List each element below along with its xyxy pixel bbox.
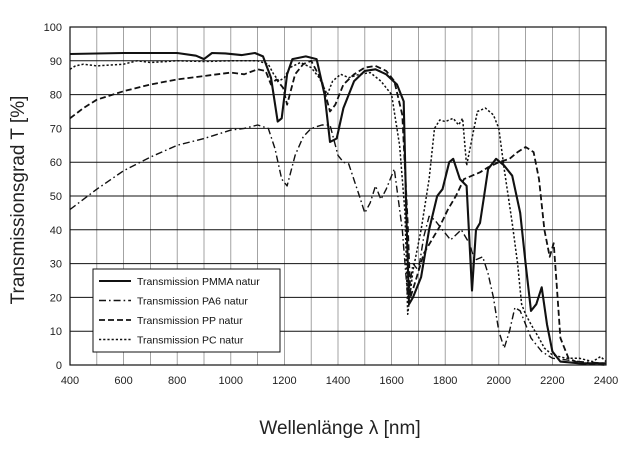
- legend-box: [92, 268, 281, 353]
- y-tick-label: 30: [50, 259, 62, 271]
- series-line-4: [69, 60, 607, 363]
- y-tick-label: 100: [44, 22, 62, 34]
- legend-label: Transmission PA6 natur: [137, 296, 248, 308]
- legend-label: Transmission PC natur: [137, 335, 244, 347]
- x-tick-label: 400: [61, 375, 79, 387]
- x-tick-label: 2000: [487, 375, 511, 387]
- series-line-1: [69, 51, 606, 365]
- y-tick-label: 90: [50, 56, 62, 68]
- x-tick-label: 1800: [433, 375, 457, 387]
- y-tick-label: 60: [50, 157, 62, 169]
- series-lines: [69, 51, 607, 366]
- series-line-2: [69, 124, 607, 364]
- x-tick-label: 2400: [594, 375, 618, 387]
- x-axis-title: Wellenlänge λ [nm]: [259, 418, 420, 439]
- x-tick-label: 1000: [219, 375, 243, 387]
- x-tick-label: 1400: [326, 375, 350, 387]
- y-tick-label: 0: [56, 360, 62, 372]
- y-tick-label: 20: [50, 292, 62, 304]
- legend-label: Transmission PMMA natur: [137, 276, 260, 288]
- y-axis-title: Transmissionsgrad T [%]: [8, 96, 29, 305]
- plot-border: [69, 26, 607, 366]
- y-tick-label: 40: [50, 225, 62, 237]
- tick-labels: 400 600 800 1000 1200 1400 1600 1800 2000 2200 240…: [44, 22, 619, 387]
- y-tick-label: 70: [50, 123, 62, 135]
- x-tick-label: 1600: [379, 375, 403, 387]
- y-tick-label: 10: [50, 326, 62, 338]
- y-tick-label: 80: [50, 90, 62, 102]
- x-tick-label: 1200: [272, 375, 296, 387]
- y-tick-label: 50: [50, 191, 62, 203]
- x-tick-label: 600: [114, 375, 132, 387]
- plot-frame: [69, 26, 607, 366]
- legend-label: Transmission PP natur: [137, 315, 243, 327]
- x-tick-label: 800: [168, 375, 186, 387]
- x-tick-label: 2200: [540, 375, 564, 387]
- legend: Transmission PMMA natur Transmission PA6 …: [92, 268, 281, 353]
